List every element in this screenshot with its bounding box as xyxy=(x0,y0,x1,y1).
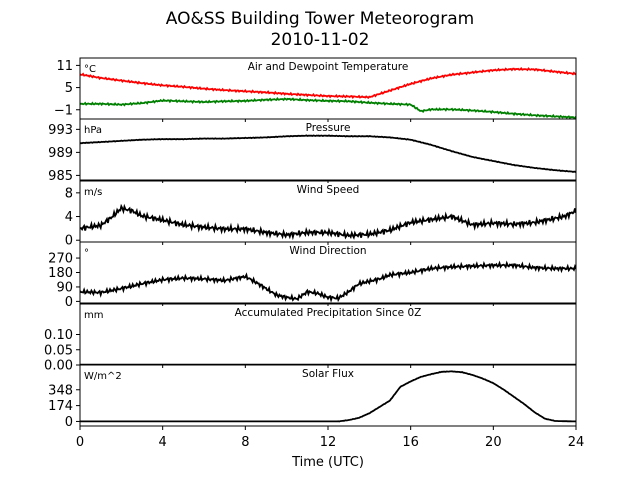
xtick-label-6: 24 xyxy=(568,435,585,450)
panel-1-title: Pressure xyxy=(306,122,351,134)
panel-5-title: Solar Flux xyxy=(302,368,354,380)
panel-5-series-line-0 xyxy=(80,370,576,423)
panel-5-ytick-label-2: 0 xyxy=(65,415,73,430)
panel-2-unit: m/s xyxy=(84,187,102,198)
xtick-label-2: 8 xyxy=(241,435,249,450)
x-axis: 0 4 8 12 16 20 24 xyxy=(76,435,584,450)
panel-4-ytick-label-1: 0.05 xyxy=(44,343,73,358)
xtick-label-1: 4 xyxy=(159,435,167,450)
panel-3-title: Wind Direction xyxy=(289,245,366,257)
panel-2-ytick-label-2: 0 xyxy=(65,234,73,249)
panel-1-ytick-label-0: 993 xyxy=(48,123,73,138)
panel-4-ytick-label-0: 0.10 xyxy=(44,328,73,343)
panel-0-ytick-label-1: 5 xyxy=(65,81,73,96)
panel-1-unit: hPa xyxy=(84,125,102,136)
x-axis-label: Time (UTC) xyxy=(291,455,364,470)
xtick-label-4: 16 xyxy=(402,435,419,450)
panel-2-title: Wind Speed xyxy=(297,184,360,196)
panel-0-series-line-0 xyxy=(80,67,576,100)
xtick-label-5: 20 xyxy=(485,435,502,450)
panel-3-ytick-label-0: 270 xyxy=(48,252,73,267)
panel-5-ytick-label-1: 174 xyxy=(48,399,73,414)
panel-1: 993 989 985 Pressure hPa xyxy=(48,118,577,184)
panel-4-ytick-label-2: 0.00 xyxy=(44,359,73,374)
panel-4-title: Accumulated Precipitation Since 0Z xyxy=(235,307,422,319)
figure-title: AO&SS Building Tower Meteorogram xyxy=(166,9,474,29)
xtick-label-0: 0 xyxy=(76,435,84,450)
panel-0: 11 5 −1 Air and Dewpoint Temperature °C xyxy=(54,57,577,122)
panel-5-unit: W/m^2 xyxy=(84,371,122,382)
panel-3-unit: ° xyxy=(84,248,89,259)
panel-3-ytick-label-2: 90 xyxy=(56,280,73,295)
panel-2-series-line-0 xyxy=(80,203,576,241)
panel-2-ytick-label-1: 4 xyxy=(65,210,73,225)
panel-0-ytick-label-2: −1 xyxy=(54,103,73,118)
panel-0-unit: °C xyxy=(84,64,96,75)
panel-1-series-line-0 xyxy=(80,134,576,174)
panel-3-series-line-0 xyxy=(80,260,576,303)
panel-3-ytick-label-3: 0 xyxy=(65,295,73,310)
xtick-label-3: 12 xyxy=(320,435,337,450)
panel-0-ytick-label-0: 11 xyxy=(56,59,73,74)
panel-3-ytick-label-1: 180 xyxy=(48,266,73,281)
figure-subtitle-date: 2010-11-02 xyxy=(271,30,370,50)
panel-0-series-line-1 xyxy=(80,97,576,119)
chart-panels: 11 5 −1 Air and Dewpoint Temperature °C 993 98… xyxy=(44,57,577,430)
panel-4: 0.100.050.00 Accumulated Precipitation Si… xyxy=(44,303,577,374)
panel-2: 8 4 0 Wind Speed m/s xyxy=(65,180,577,249)
panel-1-ytick-label-1: 989 xyxy=(48,146,73,161)
panel-4-unit: mm xyxy=(84,310,103,321)
panel-1-ytick-label-2: 985 xyxy=(48,169,73,184)
panel-5-ytick-label-0: 348 xyxy=(48,383,73,398)
panel-2-ytick-label-0: 8 xyxy=(65,186,73,201)
panel-0-title: Air and Dewpoint Temperature xyxy=(248,61,409,73)
